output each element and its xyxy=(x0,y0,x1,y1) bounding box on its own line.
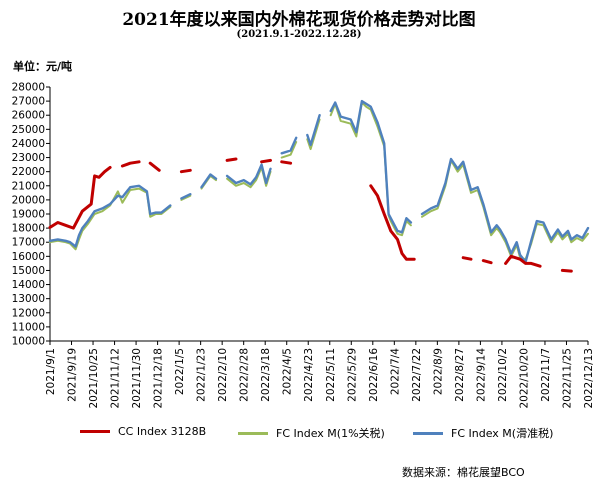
y-tick-label: 12000 xyxy=(12,307,45,319)
data-source: 数据来源：棉花展望BCO xyxy=(402,466,525,479)
x-tick-label: 2022/12/13 xyxy=(583,348,595,409)
x-tick-label: 2022/5/29 xyxy=(346,348,358,402)
y-tick-label: 15000 xyxy=(12,265,45,277)
y-tick-label: 14000 xyxy=(12,279,45,291)
x-tick-label: 2022/4/23 xyxy=(303,348,315,402)
x-tick-label: 2021/10/25 xyxy=(88,348,100,409)
y-tick-label: 24000 xyxy=(12,138,45,150)
x-tick-label: 2021/12/18 xyxy=(153,348,165,409)
x-tick-label: 2022/7/4 xyxy=(389,348,401,395)
x-tick-label: 2022/7/22 xyxy=(411,348,423,402)
x-tick-label: 2022/10/20 xyxy=(518,348,530,409)
legend-item-fc1: FC Index M(1%关税) xyxy=(238,425,385,441)
y-tick-label: 28000 xyxy=(12,82,45,94)
y-tick-label: 22000 xyxy=(12,166,45,178)
legend-label-fcs: FC Index M(滑准税) xyxy=(451,427,554,440)
x-tick-label: 2021/9/1 xyxy=(45,348,57,395)
chart-title: 2021年度以来国内外棉花现货价格走势对比图 xyxy=(122,10,476,30)
legend-label-fc1: FC Index M(1%关税) xyxy=(276,427,385,440)
series-line-2 xyxy=(48,99,590,264)
legend-swatch-fc1 xyxy=(238,431,268,435)
x-tick-label: 2022/3/18 xyxy=(260,348,272,402)
x-tick-label: 2022/4/5 xyxy=(282,348,294,395)
x-tick-label: 2022/6/16 xyxy=(368,348,380,402)
y-axis-unit: 单位：元/吨 xyxy=(13,60,73,73)
y-tick-label: 18000 xyxy=(12,223,45,235)
x-tick-label: 2022/8/27 xyxy=(454,348,466,402)
x-tick-label: 2022/9/14 xyxy=(475,348,487,402)
x-tick-label: 2022/10/2 xyxy=(497,348,509,402)
legend: CC Index 3128B FC Index M(1%关税) FC Index… xyxy=(0,425,598,445)
y-tick-label: 19000 xyxy=(12,209,45,221)
x-tick-label: 2021/11/12 xyxy=(110,348,122,409)
x-tick-label: 2021/9/19 xyxy=(67,348,79,402)
y-tick-label: 16000 xyxy=(12,251,45,263)
y-tick-label: 26000 xyxy=(12,110,45,122)
y-tick-label: 17000 xyxy=(12,237,45,249)
y-tick-label: 11000 xyxy=(12,321,45,333)
y-tick-label: 13000 xyxy=(12,293,45,305)
x-tick-label: 2022/5/11 xyxy=(325,348,337,402)
x-tick-label: 2022/11/7 xyxy=(540,348,552,402)
y-tick-label: 10000 xyxy=(12,336,45,348)
legend-swatch-fcs xyxy=(413,431,443,435)
legend-label-cc: CC Index 3128B xyxy=(118,425,207,438)
series-line-0 xyxy=(50,159,588,271)
y-tick-label: 20000 xyxy=(12,194,45,206)
y-tick-label: 25000 xyxy=(12,124,45,136)
x-tick-label: 2022/8/9 xyxy=(432,348,444,395)
y-tick-label: 27000 xyxy=(12,96,45,108)
x-tick-label: 2021/11/30 xyxy=(131,348,143,409)
x-tick-label: 2022/2/10 xyxy=(217,348,229,402)
chart-subtitle: (2021.9.1-2022.12.28) xyxy=(236,29,362,40)
y-tick-label: 23000 xyxy=(12,152,45,164)
legend-item-cc: CC Index 3128B xyxy=(80,425,206,438)
legend-swatch-cc xyxy=(80,430,110,433)
x-tick-label: 2022/1/5 xyxy=(174,348,186,395)
series-line-1 xyxy=(49,101,589,261)
legend-item-fcs: FC Index M(滑准税) xyxy=(413,425,553,441)
x-tick-label: 2022/2/28 xyxy=(239,348,251,402)
x-tick-label: 2022/1/23 xyxy=(196,348,208,402)
y-tick-label: 21000 xyxy=(12,180,45,192)
x-tick-label: 2022/11/25 xyxy=(561,348,573,409)
